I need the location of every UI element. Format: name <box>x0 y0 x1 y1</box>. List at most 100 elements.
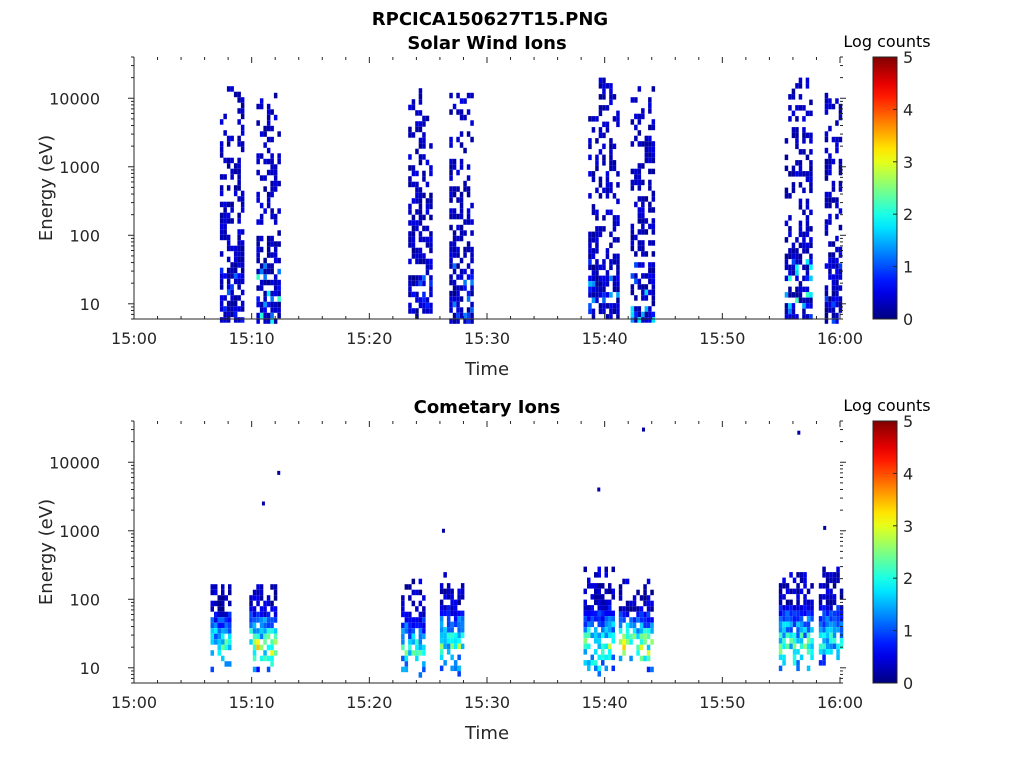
heatmap-cell <box>449 241 453 247</box>
heatmap-cell <box>782 621 786 628</box>
heatmap-cell <box>443 572 447 578</box>
heatmap-cell <box>263 158 267 165</box>
heatmap-cell <box>270 296 274 302</box>
heatmap-cell <box>602 94 606 100</box>
heatmap-cell <box>802 132 806 139</box>
heatmap-cell <box>605 176 610 183</box>
heatmap-cell <box>411 170 416 177</box>
heatmap-cell <box>601 660 605 666</box>
heatmap-cell <box>796 583 800 589</box>
heatmap-cell <box>429 286 433 292</box>
heatmap-cell <box>270 263 274 269</box>
heatmap-cell <box>795 127 799 133</box>
heatmap-cell <box>401 633 405 640</box>
heatmap-cell <box>832 632 837 639</box>
heatmap-cell <box>602 226 606 232</box>
heatmap-cell <box>802 171 806 177</box>
heatmap-cell <box>608 605 612 611</box>
heatmap-cell <box>782 638 786 644</box>
heatmap-cell <box>221 589 225 596</box>
heatmap-cell <box>782 610 786 617</box>
heatmap-cell <box>630 273 635 279</box>
heatmap-cell <box>429 308 433 314</box>
heatmap-cell <box>637 218 642 224</box>
colorbar-tick-label: 1 <box>903 258 913 277</box>
heatmap-cell <box>259 219 264 225</box>
heatmap-cell <box>404 655 409 662</box>
heatmap-cell <box>418 611 423 618</box>
heatmap-cell <box>408 617 412 623</box>
heatmap-cell <box>831 285 836 291</box>
heatmap-cell <box>210 606 214 612</box>
heatmap-cell <box>831 180 836 187</box>
heatmap-cell <box>449 142 453 148</box>
heatmap-cell <box>256 666 260 673</box>
heatmap-cell <box>791 171 796 177</box>
heatmap-cell <box>612 116 617 122</box>
heatmap-cell <box>838 301 843 308</box>
heatmap-cell <box>418 302 423 309</box>
heatmap-cell <box>224 622 228 629</box>
heatmap-cell <box>453 616 458 622</box>
heatmap-cell <box>237 179 241 186</box>
heatmap-cell <box>818 616 823 622</box>
x-tick-label: 16:00 <box>817 693 863 712</box>
heatmap-cell <box>798 171 803 177</box>
heatmap-cell <box>425 198 430 204</box>
heatmap-cell <box>463 279 467 286</box>
heatmap-cell <box>256 595 260 601</box>
heatmap-cell <box>805 77 810 84</box>
heatmap-cell <box>453 665 458 672</box>
heatmap-cell <box>273 639 278 645</box>
heatmap-cell <box>401 606 405 612</box>
heatmap-cell <box>829 577 833 584</box>
heatmap-cell <box>460 632 465 639</box>
heatmap-cell <box>822 654 826 661</box>
heatmap-cell <box>263 296 267 302</box>
heatmap-cell <box>256 241 260 247</box>
heatmap-cell <box>784 264 789 271</box>
heatmap-cell <box>466 219 471 225</box>
heatmap-cell <box>798 182 803 188</box>
heatmap-cell <box>798 286 803 293</box>
heatmap-cell <box>456 285 460 291</box>
heatmap-cell <box>822 638 826 644</box>
heatmap-cell <box>612 259 617 265</box>
heatmap-cell <box>443 588 447 595</box>
heatmap-cell <box>266 263 271 269</box>
heatmap-cell <box>643 600 647 607</box>
heatmap-cell <box>240 207 245 213</box>
heatmap-cell <box>641 163 645 169</box>
heatmap-cell <box>616 314 620 320</box>
heatmap-cell <box>838 186 843 192</box>
heatmap-cell <box>452 208 457 214</box>
heatmap-cell <box>240 113 245 120</box>
heatmap-cell <box>785 583 790 589</box>
heatmap-cell <box>651 251 656 257</box>
heatmap-cell <box>404 650 409 656</box>
heatmap-cell <box>418 578 423 585</box>
heatmap-cell <box>470 120 474 126</box>
heatmap-cell <box>256 257 260 264</box>
heatmap-cell <box>788 253 792 260</box>
heatmap-cell <box>832 616 837 622</box>
heatmap-cell <box>637 212 642 219</box>
heatmap-cell <box>422 291 426 298</box>
heatmap-cell <box>646 595 651 601</box>
heatmap-cell <box>612 275 617 282</box>
heatmap-cell <box>429 170 433 177</box>
heatmap-cell <box>782 605 786 611</box>
heatmap-cell <box>809 264 813 271</box>
heatmap-cell <box>789 627 793 633</box>
heatmap-cell <box>648 124 652 131</box>
heatmap-cell <box>439 649 444 655</box>
heatmap-cell <box>595 231 599 238</box>
heatmap-cell <box>450 638 454 644</box>
heatmap-cell <box>778 643 783 650</box>
heatmap-cell <box>449 109 453 115</box>
heatmap-cell <box>634 273 638 279</box>
heatmap-cell <box>221 595 225 601</box>
heatmap-cell <box>802 297 806 304</box>
heatmap-cell <box>449 290 453 297</box>
heatmap-cell <box>795 297 799 304</box>
